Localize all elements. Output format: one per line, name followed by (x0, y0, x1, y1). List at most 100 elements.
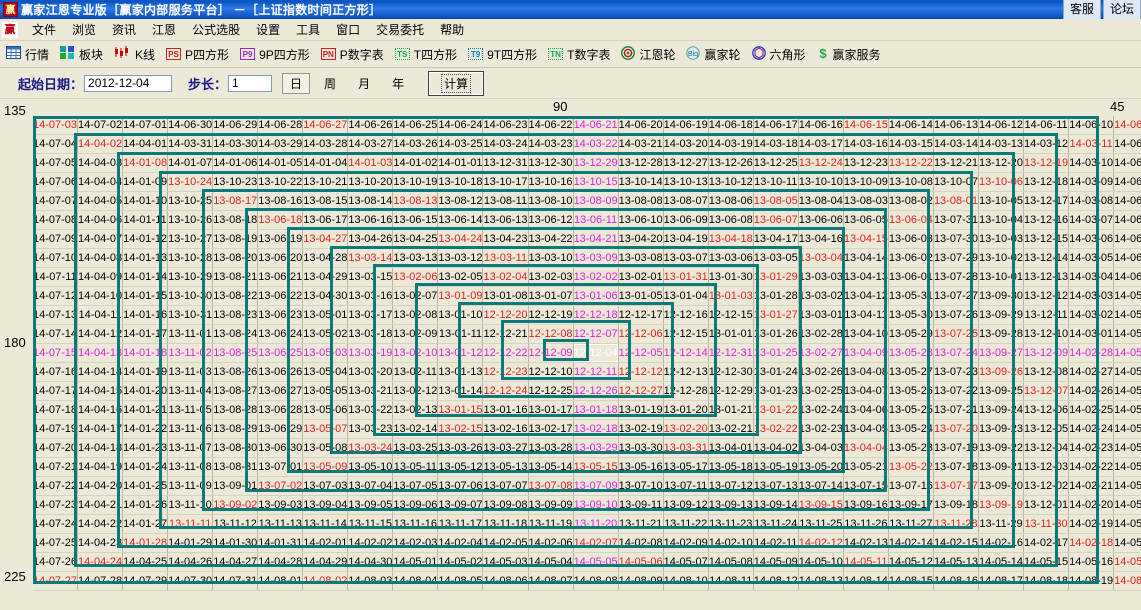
grid-cell[interactable]: 13-06-04 (888, 210, 934, 230)
grid-cell[interactable]: 13-03-10 (528, 248, 574, 268)
grid-cell[interactable]: 13-03-22 (347, 400, 394, 420)
grid-cell[interactable]: 14-04-09 (77, 267, 124, 287)
grid-cell[interactable]: 13-02-01 (618, 267, 664, 287)
grid-cell[interactable]: 13-08-31 (212, 457, 259, 477)
grid-cell[interactable]: 14-05-10 (798, 552, 844, 572)
grid-cell[interactable]: 13-03-15 (347, 267, 394, 287)
grid-cell[interactable]: 13-07-10 (618, 476, 664, 496)
grid-cell[interactable]: 13-12-01 (1023, 495, 1070, 515)
grid-cell[interactable]: 13-12-07 (1023, 381, 1070, 401)
grid-cell[interactable]: 13-01-21 (708, 400, 754, 420)
grid-cell[interactable]: 14-07-16 (33, 362, 79, 382)
grid-cell[interactable]: 13-06-13 (482, 210, 529, 230)
grid-cell[interactable]: 13-11-24 (753, 514, 799, 534)
grid-cell[interactable]: 13-06-17 (302, 210, 349, 230)
grid-cell[interactable]: 13-05-11 (392, 457, 439, 477)
grid-cell[interactable]: 13-10-24 (167, 172, 214, 192)
grid-cell[interactable]: 14-01-12 (122, 229, 169, 249)
grid-cell[interactable]: 14-04-04 (77, 172, 124, 192)
calculate-button[interactable]: 计算 (428, 70, 485, 96)
toolbar-blocks[interactable]: 板块 (60, 46, 103, 63)
grid-cell[interactable]: 13-11-03 (167, 362, 214, 382)
grid-cell[interactable]: 14-04-16 (77, 400, 124, 420)
grid-cell[interactable]: 13-06-30 (257, 438, 304, 458)
unit-year-button[interactable]: 年 (384, 72, 413, 94)
grid-cell[interactable]: 14-01-11 (122, 210, 169, 230)
grid-cell[interactable]: 13-04-14 (843, 248, 889, 268)
grid-cell[interactable]: 13-01-08 (482, 286, 529, 306)
grid-cell[interactable]: 14-05-28 (1113, 343, 1141, 363)
grid-cell[interactable]: 14-07-07 (33, 191, 79, 211)
grid-cell[interactable]: 13-04-05 (843, 419, 889, 439)
grid-cell[interactable]: 12-12-17 (618, 305, 664, 325)
grid-cell[interactable]: 13-07-21 (933, 400, 979, 420)
grid-cell[interactable]: 13-08-02 (888, 191, 934, 211)
grid-cell[interactable]: 13-04-20 (618, 229, 664, 249)
grid-cell[interactable]: 13-08-30 (212, 438, 259, 458)
grid-cell[interactable]: 14-03-06 (1068, 229, 1115, 249)
grid-cell[interactable]: 14-06-14 (888, 116, 934, 135)
grid-cell[interactable]: 14-03-28 (302, 134, 349, 154)
grid-cell[interactable]: 13-05-16 (618, 457, 664, 477)
grid-cell[interactable]: 13-07-14 (798, 476, 844, 496)
grid-cell[interactable]: 14-04-20 (77, 476, 124, 496)
grid-cell[interactable]: 13-06-05 (843, 210, 889, 230)
grid-cell[interactable]: 14-02-25 (1068, 400, 1115, 420)
grid-cell[interactable]: 12-12-28 (663, 381, 709, 401)
grid-cell[interactable]: 14-06-26 (347, 116, 394, 135)
grid-cell[interactable]: 14-01-04 (302, 153, 349, 173)
grid-cell[interactable]: 13-08-11 (482, 191, 529, 211)
grid-cell[interactable]: 14-06-19 (663, 116, 709, 135)
grid-cell[interactable]: 14-06-13 (933, 116, 979, 135)
toolbar-winner-wheel[interactable]: Biq 赢家轮 (686, 45, 741, 63)
grid-cell[interactable]: 13-11-23 (708, 514, 754, 534)
grid-cell[interactable]: 13-02-06 (392, 267, 439, 287)
grid-cell[interactable]: 14-01-29 (167, 533, 214, 553)
grid-cell[interactable]: 13-05-09 (302, 457, 349, 477)
grid-cell[interactable]: 14-04-11 (77, 305, 124, 325)
grid-cell[interactable]: 14-07-05 (33, 153, 79, 173)
grid-cell[interactable]: 14-04-23 (77, 533, 124, 553)
grid-cell[interactable]: 13-08-07 (663, 191, 709, 211)
grid-cell[interactable]: 14-02-03 (392, 533, 439, 553)
grid-cell[interactable]: 13-04-29 (302, 267, 349, 287)
grid-cell[interactable]: 13-04-22 (528, 229, 574, 249)
grid-cell[interactable]: 13-11-15 (347, 514, 394, 534)
grid-cell[interactable]: 13-03-07 (663, 248, 709, 268)
grid-cell[interactable]: 14-05-18 (1113, 533, 1141, 553)
grid-cell[interactable]: 14-06-15 (843, 116, 889, 135)
grid-cell[interactable]: 13-09-18 (933, 495, 979, 515)
grid-cell[interactable]: 13-12-10 (1023, 324, 1070, 344)
grid-cell[interactable]: 13-10-07 (933, 172, 979, 192)
grid-cell[interactable]: 13-09-22 (978, 438, 1025, 458)
grid-cell[interactable]: 13-11-16 (392, 514, 439, 534)
grid-cell[interactable]: 14-07-15 (33, 343, 79, 363)
grid-cell[interactable]: 13-03-21 (347, 381, 394, 401)
toolbar-winner-service[interactable]: $ 赢家服务 (817, 46, 881, 63)
grid-cell[interactable]: 14-01-31 (257, 533, 304, 553)
grid-cell[interactable]: 12-12-09 (528, 343, 574, 363)
grid-cell[interactable]: 13-07-03 (302, 476, 349, 496)
grid-cell[interactable]: 13-06-18 (257, 210, 304, 230)
grid-cell[interactable]: 14-07-19 (33, 419, 79, 439)
grid-cell[interactable]: 14-02-20 (1068, 495, 1115, 515)
grid-cell[interactable]: 12-12-30 (708, 362, 754, 382)
grid-cell[interactable]: 13-08-21 (212, 267, 259, 287)
grid-cell[interactable]: 12-12-18 (573, 305, 619, 325)
grid-cell[interactable]: 13-04-15 (843, 229, 889, 249)
grid-cell[interactable]: 13-04-11 (843, 305, 889, 325)
grid-cell[interactable]: 14-06-07 (1113, 153, 1141, 173)
grid-cell[interactable]: 13-03-04 (798, 248, 844, 268)
grid-cell[interactable]: 14-04-10 (77, 286, 124, 306)
grid-cell[interactable]: 13-12-29 (573, 153, 619, 173)
grid-cell[interactable]: 14-07-25 (33, 533, 79, 553)
grid-cell[interactable]: 13-06-20 (257, 248, 304, 268)
grid-cell[interactable]: 13-12-30 (528, 153, 574, 173)
grid-cell[interactable]: 14-02-09 (663, 533, 709, 553)
grid-cell[interactable]: 13-03-12 (437, 248, 484, 268)
grid-cell[interactable]: 12-12-20 (482, 305, 529, 325)
grid-cell[interactable]: 14-04-07 (77, 229, 124, 249)
grid-cell[interactable]: 14-02-27 (1068, 362, 1115, 382)
grid-cell[interactable]: 13-05-22 (888, 457, 934, 477)
grid-cell[interactable]: 14-07-23 (33, 495, 79, 515)
